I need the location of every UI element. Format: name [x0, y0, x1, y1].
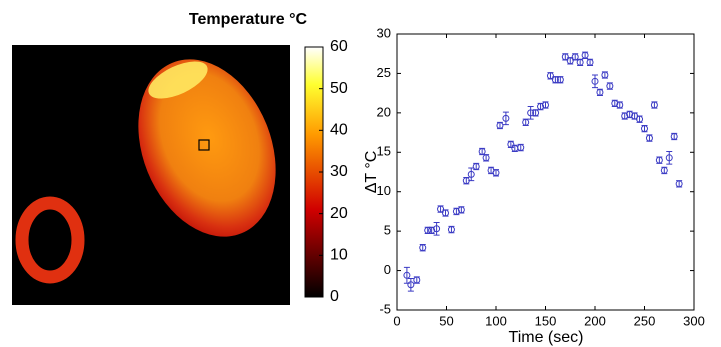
x-tick-label: 150 — [535, 313, 557, 328]
y-tick-label: 10 — [377, 183, 391, 198]
x-tick-label: 50 — [439, 313, 453, 328]
error-bar — [503, 112, 509, 125]
y-tick-label: 0 — [384, 262, 391, 277]
x-tick-label: 200 — [584, 313, 606, 328]
error-bar — [404, 267, 410, 283]
y-tick-label: 20 — [377, 104, 391, 119]
error-bar — [666, 151, 672, 164]
y-tick-label: -5 — [379, 301, 391, 316]
colorbar-title: Temperature °C — [189, 11, 308, 28]
x-tick-label: 0 — [393, 313, 400, 328]
x-tick-label: 250 — [634, 313, 656, 328]
colorbar-tick-label: 50 — [330, 80, 348, 97]
colorbar-tick-label: 10 — [330, 247, 348, 264]
figure: Temperature °C 0102030405060 Time (sec) … — [0, 0, 721, 347]
plot-frame — [397, 34, 694, 310]
y-tick-label: 5 — [384, 223, 391, 238]
page: {"chart_data": [ {"type": "heatmap", "ti… — [0, 0, 721, 347]
colorbar-tick-label: 60 — [330, 38, 348, 55]
error-bar — [408, 278, 414, 291]
error-bar — [592, 75, 598, 88]
y-tick-label: 25 — [377, 65, 391, 80]
y-tick-label: 30 — [377, 25, 391, 40]
colorbar-tick-label: 40 — [330, 122, 348, 139]
colorbar-tick-label: 20 — [330, 205, 348, 222]
x-axis-label: Time (sec) — [509, 329, 584, 346]
colorbar-tick-label: 30 — [330, 163, 348, 180]
x-tick-label: 300 — [683, 313, 705, 328]
y-tick-label: 15 — [377, 144, 391, 159]
colorbar-tick-label: 0 — [330, 288, 339, 305]
x-tick-label: 100 — [485, 313, 507, 328]
